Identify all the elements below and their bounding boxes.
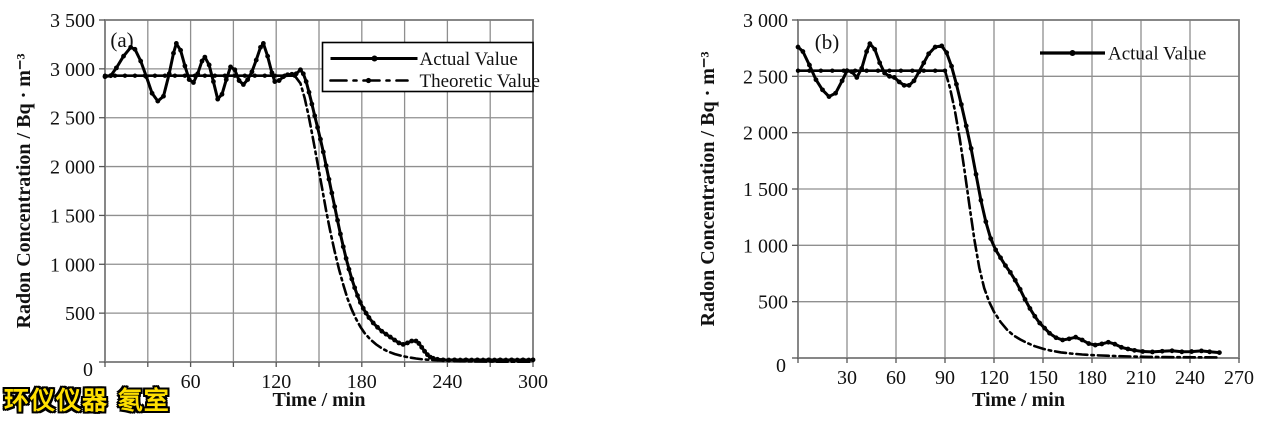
svg-text:90: 90 [935, 367, 955, 389]
x-tick-labels: 60 120 180 240 300 [181, 371, 548, 393]
svg-text:180: 180 [1077, 367, 1107, 389]
svg-text:150: 150 [1028, 367, 1058, 389]
svg-text:120: 120 [979, 367, 1009, 389]
y-axis-title: Radon Concentration / Bq · m⁻³ [697, 52, 719, 327]
axis-tick-marks [99, 19, 534, 367]
legend: Actual Value [1040, 44, 1206, 65]
series-theoretic-value [795, 68, 1221, 359]
watermark: 环仪仪器 氡室 [4, 386, 170, 415]
svg-text:500: 500 [758, 292, 788, 314]
x-tick-labels: 30 60 90 120 150 180 210 240 270 [837, 367, 1254, 389]
svg-text:2 000: 2 000 [50, 157, 95, 179]
svg-text:60: 60 [886, 367, 906, 389]
svg-text:120: 120 [261, 371, 291, 393]
svg-text:180: 180 [347, 371, 377, 393]
svg-text:3 000: 3 000 [50, 59, 95, 81]
svg-text:1 500: 1 500 [50, 205, 95, 227]
panel-label: (a) [110, 28, 133, 52]
legend-entry-label: Theoretic Value [420, 71, 540, 92]
chart-b-svg: 3 000 2 500 2 000 1 500 1 000 500 30 60 90 120 150… [697, 10, 1254, 411]
svg-text:3 000: 3 000 [743, 10, 788, 32]
panel-label: (b) [815, 30, 840, 54]
legend-entry-label: Actual Value [420, 49, 518, 70]
legend-entry-label: Actual Value [1108, 44, 1206, 65]
svg-text:500: 500 [65, 303, 95, 325]
svg-text:2 500: 2 500 [743, 66, 788, 88]
svg-text:2 500: 2 500 [50, 108, 95, 130]
svg-text:60: 60 [181, 371, 201, 393]
svg-text:3 500: 3 500 [50, 10, 95, 32]
svg-text:1 500: 1 500 [743, 179, 788, 201]
chart-panel-b: 3 000 2 500 2 000 1 500 1 000 500 30 60 90 120 150… [635, 0, 1270, 423]
gridlines [798, 20, 1239, 358]
series-actual-value [795, 41, 1222, 355]
x-axis-title: Time / min [972, 389, 1065, 411]
legend-box [321, 41, 534, 93]
x-axis-title: Time / min [273, 389, 366, 411]
svg-text:240: 240 [432, 371, 462, 393]
origin-tick-label: 0 [83, 359, 93, 381]
svg-text:2 000: 2 000 [743, 123, 788, 145]
svg-text:30: 30 [837, 367, 857, 389]
y-tick-labels: 3 500 3 000 2 500 2 000 1 500 1 000 500 [50, 10, 95, 325]
axis-tick-marks [792, 19, 1240, 363]
origin-tick-label: 0 [776, 355, 786, 377]
svg-text:300: 300 [518, 371, 548, 393]
svg-text:240: 240 [1175, 367, 1205, 389]
chart-a-svg: 3 500 3 000 2 500 2 000 1 500 1 000 500 60 120 18… [13, 10, 548, 411]
svg-text:270: 270 [1224, 367, 1254, 389]
series-theoretic-value [102, 73, 535, 363]
y-axis-title: Radon Concentration / Bq · m⁻³ [13, 54, 35, 329]
svg-text:210: 210 [1126, 367, 1156, 389]
svg-text:1 000: 1 000 [743, 235, 788, 257]
y-tick-labels: 3 000 2 500 2 000 1 500 1 000 500 [743, 10, 788, 314]
series-actual-value [102, 41, 536, 363]
chart-panel-a: 3 500 3 000 2 500 2 000 1 500 1 000 500 60 120 18… [13, 10, 548, 411]
svg-text:1 000: 1 000 [50, 254, 95, 276]
